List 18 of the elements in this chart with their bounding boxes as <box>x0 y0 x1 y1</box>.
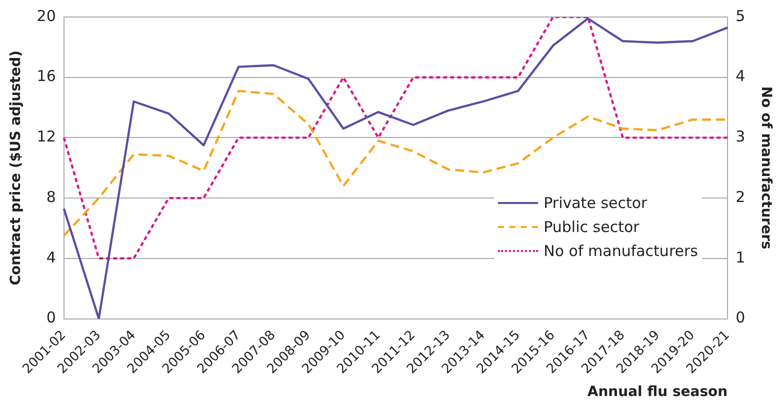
y2-tick-label: 4 <box>736 67 746 86</box>
y2-tick-label: 3 <box>736 128 746 146</box>
y-axis-title: Contract price ($US adjusted) <box>8 50 24 286</box>
legend-label: No of manufacturers <box>544 241 698 262</box>
y-tick-label: 20 <box>36 6 56 25</box>
y-tick-label: 4 <box>46 248 56 266</box>
y-tick-label: 16 <box>36 67 56 86</box>
y-tick-label: 12 <box>36 128 56 146</box>
y2-tick-label: 5 <box>736 6 746 25</box>
y-tick-label: 0 <box>46 308 56 327</box>
x-axis-title: Annual flu season <box>587 384 728 400</box>
y-tick-label: 8 <box>46 188 56 206</box>
legend-label: Public sector <box>544 217 640 238</box>
y2-tick-label: 1 <box>736 248 746 266</box>
y2-axis-title: No of manufacturers <box>758 86 774 250</box>
y2-tick-label: 0 <box>736 308 746 327</box>
legend-label: Private sector <box>544 193 648 214</box>
y2-tick-label: 2 <box>736 188 746 206</box>
